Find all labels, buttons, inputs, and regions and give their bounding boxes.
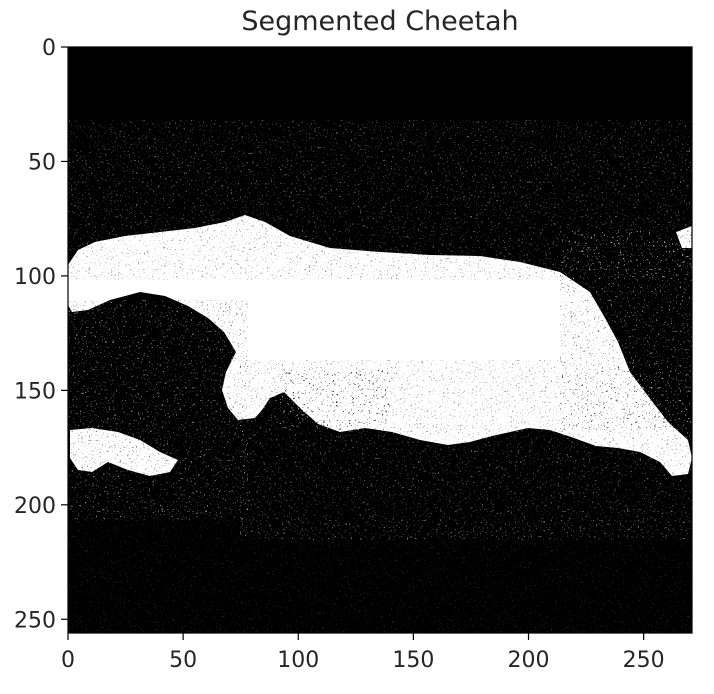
axes-frame <box>67 46 693 634</box>
y-tick-label: 150 <box>14 379 56 404</box>
x-axis-ticks: 0 50 100 150 200 250 <box>61 633 665 673</box>
y-tick-label: 250 <box>14 608 56 633</box>
y-tick-label: 50 <box>28 150 56 175</box>
x-tick-label: 250 <box>623 648 665 673</box>
y-tick-label: 100 <box>14 265 56 290</box>
speckle-right <box>560 230 692 430</box>
speckle-bottom <box>68 520 692 633</box>
x-tick-label: 0 <box>61 648 75 673</box>
speckle-left <box>68 300 248 520</box>
x-tick-label: 100 <box>277 648 319 673</box>
y-tick-label: 200 <box>14 494 56 519</box>
x-tick-label: 50 <box>169 648 197 673</box>
figure-title: Segmented Cheetah <box>241 6 518 37</box>
y-tick-label: 0 <box>42 36 56 61</box>
y-axis-ticks: 0 50 100 150 200 250 <box>14 36 68 633</box>
x-tick-label: 200 <box>508 648 550 673</box>
segmentation-image <box>68 47 692 633</box>
x-tick-label: 150 <box>392 648 434 673</box>
dark-speckle-belly <box>280 370 390 430</box>
